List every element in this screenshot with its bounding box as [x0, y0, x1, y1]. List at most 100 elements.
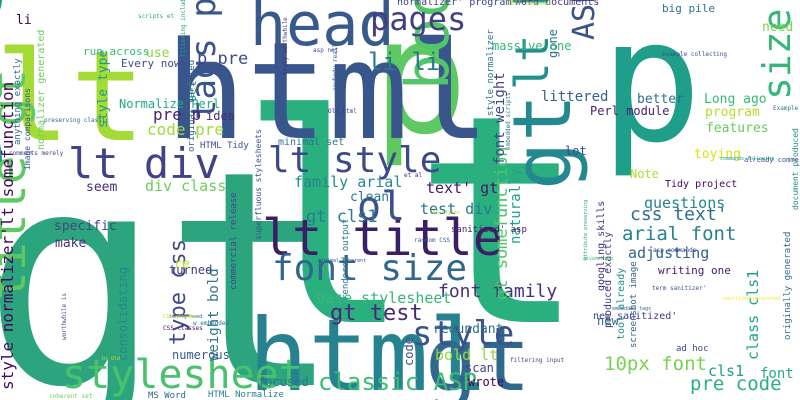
cloud-word: html [165, 13, 490, 170]
cloud-word: consolidating [116, 267, 130, 361]
cloud-word: br Old [102, 356, 120, 362]
cloud-word: anybody really [332, 40, 339, 91]
cloud-word: title gt [0, 69, 37, 300]
cloud-word: turned [169, 263, 212, 277]
cloud-word: HTML Normalize [208, 390, 284, 400]
cloud-word: li li [368, 48, 440, 76]
cloud-word: scan [465, 361, 494, 375]
cloud-word: comments merely [9, 150, 64, 157]
cloud-word: gt [496, 94, 589, 190]
cloud-word: sanitized generated [723, 296, 780, 302]
cloud-word: specific [54, 219, 117, 234]
cloud-word: rendered output [341, 219, 351, 300]
cloud-word: font [760, 366, 794, 382]
cloud-word: numerous [172, 348, 230, 362]
cloud-word: EDIT removed [507, 0, 551, 7]
cloud-word: clean [350, 190, 389, 205]
cloud-word: embedded tags [612, 306, 651, 312]
cloud-word: googling skills [596, 201, 607, 291]
cloud-word: big pile [662, 2, 715, 15]
cloud-word: run across [83, 45, 149, 58]
cloud-word: Perl module [590, 104, 669, 118]
cloud-word: random CSS [414, 237, 451, 244]
cloud-word: make [55, 236, 86, 251]
cloud-word: need [762, 20, 793, 35]
cloud-word: gt [425, 308, 531, 400]
cloud-word: littered [541, 89, 608, 105]
cloud-word: HTML Tidy [200, 141, 249, 151]
cloud-word: minimal set [278, 137, 344, 148]
cloud-word: bold lt [435, 346, 498, 364]
cloud-word: anything exactly [13, 58, 23, 145]
cloud-word: given base [583, 256, 613, 262]
cloud-word: head [0, 0, 34, 290]
cloud-word: lt body [505, 0, 559, 90]
cloud-word: originally generated [783, 232, 793, 340]
cloud-word: gt test [330, 301, 423, 326]
cloud-word: Word documents [515, 0, 599, 8]
cloud-word: class cls1 [744, 270, 762, 360]
cloud-word: term sanitizer' [652, 285, 706, 292]
cloud-word: Example br [773, 105, 800, 112]
cloud-word: Long ago [704, 92, 767, 107]
cloud-word: worthwhile is [61, 293, 68, 340]
cloud-word: embedded scripts [505, 92, 512, 150]
cloud-word: example collecting [662, 51, 727, 58]
cloud-word: code pre [147, 120, 224, 139]
cloud-word: style type [96, 50, 111, 128]
cloud-word: use [146, 46, 170, 61]
cloud-word: filtering input [510, 357, 565, 364]
cloud-word: arial font [622, 223, 736, 245]
cloud-word: cls1 [708, 362, 744, 380]
cloud-word: pages [370, 0, 466, 38]
cloud-word: w embedded [193, 320, 230, 327]
cloud-word: ad hoc [676, 344, 709, 354]
cloud-word: focused [258, 375, 309, 389]
cloud-word: truly worthwhile [282, 17, 289, 75]
cloud-word: Normalize Perl [119, 97, 220, 111]
cloud-word: pre code [690, 373, 782, 395]
cloud-word: type css [166, 239, 191, 345]
cloud-word: CSS attacks [163, 314, 196, 320]
cloud-word: program [705, 105, 760, 120]
cloud-word: questions [644, 194, 725, 212]
cloud-word: Note [630, 167, 659, 181]
cloud-word: test div [420, 200, 492, 218]
cloud-word: adjusting [628, 244, 709, 262]
cloud-word: asp net [313, 47, 339, 54]
cloud-word: asp commands [653, 247, 697, 254]
cloud-word: new [597, 314, 619, 328]
cloud-word: normalizer generated [36, 30, 47, 150]
cloud-word: lt [238, 54, 587, 391]
cloud-word: Old html [328, 108, 357, 115]
cloud-word: set [185, 80, 199, 102]
cloud-word: CSS styles [430, 210, 460, 216]
cloud-word: toying [694, 147, 741, 162]
cloud-word: better [637, 92, 684, 107]
cloud-word: et al [404, 172, 422, 179]
cloud-word: Tidy project [665, 179, 737, 190]
cloud-word: font family [438, 281, 557, 302]
cloud-word: scripts et [138, 13, 175, 20]
cloud-word: gt cls1 [306, 207, 378, 227]
cloud-word: CSS classes [163, 325, 203, 332]
cloud-word: pre p [153, 105, 201, 124]
cloud-word: redundant [433, 322, 503, 337]
cloud-word: lt [0, 25, 146, 170]
cloud-word: screenshot image [629, 261, 639, 348]
cloud-word: image comparisons [23, 88, 32, 170]
cloud-word: ol [357, 184, 405, 230]
cloud-word: div class [145, 177, 226, 195]
cloud-word: p pre [197, 49, 248, 69]
cloud-word: massive one [492, 39, 571, 53]
cloud-word: really need [169, 314, 202, 320]
cloud-word: base stylesheet [316, 289, 451, 307]
cloud-word: weight bold [206, 268, 222, 361]
cloud-word: lt title [262, 209, 503, 267]
cloud-word: head [250, 0, 395, 60]
cloud-word: produced exactly [603, 232, 614, 328]
cloud-word: tags p [184, 0, 224, 120]
cloud-word: tool already [616, 268, 627, 340]
cloud-word: body gt [393, 0, 463, 90]
